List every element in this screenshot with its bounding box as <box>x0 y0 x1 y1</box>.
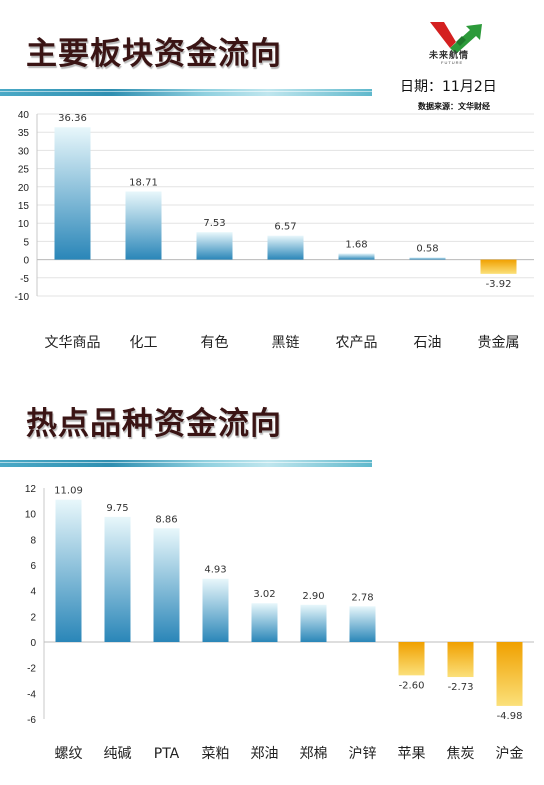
category-label: 有色 <box>201 334 229 351</box>
data-label: 1.68 <box>345 239 367 250</box>
category-label: PTA <box>154 746 180 762</box>
category-label: 菜粕 <box>202 746 230 762</box>
data-label: -2.60 <box>399 680 425 691</box>
category-label: 黑链 <box>272 335 300 351</box>
data-label: 36.36 <box>58 113 87 124</box>
y-tick-label: 8 <box>30 535 36 546</box>
data-label: 3.02 <box>253 589 275 600</box>
y-tick-label: 20 <box>18 183 30 194</box>
y-tick-label: 30 <box>18 146 30 157</box>
y-tick-label: -4 <box>27 689 36 700</box>
category-label: 沪锌 <box>349 746 377 762</box>
data-label: 4.93 <box>204 565 226 576</box>
bar <box>125 191 162 260</box>
category-label: 石油 <box>414 335 442 351</box>
logo-sub: FUTURE <box>441 60 464 65</box>
data-label: -3.92 <box>486 279 512 290</box>
data-label: -2.73 <box>448 682 474 693</box>
bottom-section-title: 热点品种资金流向 <box>26 406 282 442</box>
data-label: 9.75 <box>106 503 128 514</box>
source-label: 数据来源：文华财经 <box>418 102 490 111</box>
category-label: 文华商品 <box>45 335 101 351</box>
data-label: -4.98 <box>497 711 523 722</box>
bar <box>202 578 229 642</box>
y-tick-label: 35 <box>18 128 30 139</box>
y-tick-label: 2 <box>30 612 36 623</box>
data-label: 2.78 <box>351 592 373 603</box>
y-tick-label: 40 <box>18 110 30 121</box>
bar <box>104 516 131 642</box>
category-label: 郑油 <box>251 746 279 762</box>
y-tick-label: 10 <box>25 510 37 521</box>
data-label: 2.90 <box>302 591 324 602</box>
y-tick-label: -5 <box>20 274 29 285</box>
data-label: 6.57 <box>274 222 296 233</box>
bar <box>54 127 91 260</box>
category-label: 螺纹 <box>55 746 83 762</box>
y-tick-label: 4 <box>30 587 36 598</box>
bar <box>447 642 474 678</box>
bar <box>398 642 425 676</box>
top-title-band <box>0 89 372 96</box>
y-tick-label: -6 <box>27 715 36 726</box>
bar <box>480 259 517 274</box>
bar <box>196 232 233 260</box>
y-tick-label: -2 <box>27 664 36 675</box>
data-label: 11.09 <box>54 486 83 497</box>
category-label: 贵金属 <box>478 335 520 351</box>
y-tick-label: 10 <box>18 219 30 230</box>
y-tick-label: 25 <box>18 165 30 176</box>
future-logo-icon <box>430 22 482 54</box>
date-label: 日期：11月2日 <box>400 79 497 95</box>
data-label: 0.58 <box>416 243 438 254</box>
bar <box>409 257 446 260</box>
category-label: 郑棉 <box>300 745 328 762</box>
y-tick-label: 12 <box>25 484 37 495</box>
data-label: 18.71 <box>129 177 158 188</box>
category-label: 化工 <box>130 335 158 351</box>
bar <box>55 499 82 642</box>
bar <box>251 603 278 642</box>
bar <box>338 253 375 260</box>
bottom-title-band <box>0 460 372 467</box>
y-tick-label: 0 <box>30 638 36 649</box>
bar <box>349 606 376 642</box>
y-tick-label: -10 <box>15 292 30 303</box>
category-label: 焦炭 <box>447 746 475 762</box>
logo-text: 未来航情 <box>429 51 470 61</box>
category-label: 农产品 <box>336 335 378 351</box>
data-label: 8.86 <box>155 514 177 525</box>
bar <box>267 235 304 260</box>
y-tick-label: 15 <box>18 201 30 212</box>
bar <box>300 604 327 642</box>
category-label: 苹果 <box>398 746 426 762</box>
commodity-flow-chart: 12 10 8 6 4 2 0 -2 -4 -6 11.09 螺纹 9.75 纯碱 8.86 PTA 4.93 菜… <box>25 484 534 762</box>
bar <box>496 642 523 706</box>
top-section-title: 主要板块资金流向 <box>26 36 282 72</box>
data-label: 7.53 <box>203 218 225 229</box>
sector-flow-chart: 40 35 30 25 20 15 10 5 0 -5 -10 36.36 文华商品 18.71 化工 7.5… <box>15 110 534 351</box>
category-label: 沪金 <box>496 746 524 762</box>
category-label: 纯碱 <box>104 746 132 762</box>
y-tick-label: 0 <box>23 256 29 267</box>
y-tick-label: 6 <box>30 561 36 572</box>
y-tick-label: 5 <box>23 237 29 248</box>
bar <box>153 528 180 642</box>
